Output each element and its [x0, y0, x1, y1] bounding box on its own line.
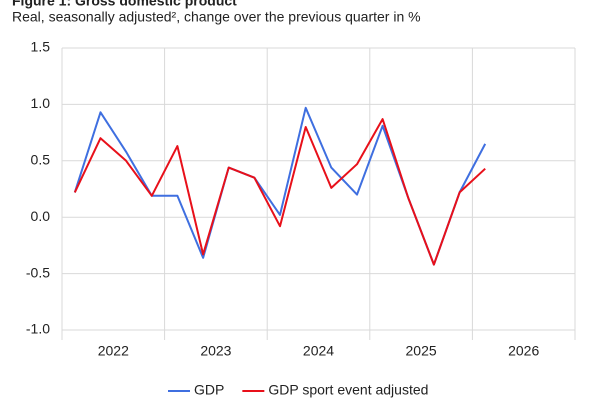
line-series	[73, 118, 486, 266]
x-tick-label: 2023	[200, 343, 231, 359]
chart-title: Figure 1: Gross domestic product	[12, 0, 237, 9]
y-tick-label: 0.5	[31, 152, 51, 168]
x-tick-label: 2026	[508, 343, 539, 359]
chart-subtitle: Real, seasonally adjusted², change over …	[12, 9, 421, 25]
y-tick-label: -0.5	[26, 264, 50, 280]
x-tick-label: 2024	[303, 343, 334, 359]
line-series	[73, 106, 487, 266]
legend-label: GDP	[194, 382, 224, 398]
y-tick-label: -1.0	[26, 321, 50, 337]
x-tick-label: 2022	[98, 343, 129, 359]
x-tick-label: 2025	[406, 343, 437, 359]
y-tick-label: 1.5	[31, 39, 51, 55]
legend-label: GDP sport event adjusted	[268, 382, 428, 398]
y-tick-label: 1.0	[31, 95, 51, 111]
y-tick-label: 0.0	[31, 208, 51, 224]
